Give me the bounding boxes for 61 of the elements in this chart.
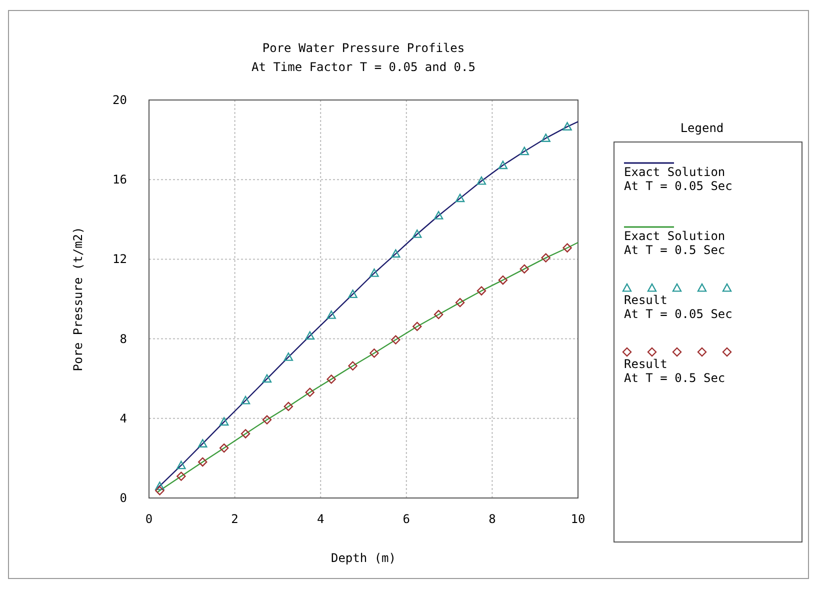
x-tick-label: 10 <box>570 512 586 526</box>
x-tick-label: 0 <box>145 512 153 526</box>
point <box>498 160 508 170</box>
chart-title: Pore Water Pressure Profiles <box>262 41 465 55</box>
y-tick-label: 20 <box>112 93 127 107</box>
point <box>434 310 444 320</box>
point <box>391 249 400 258</box>
point <box>284 352 294 361</box>
point <box>326 374 336 384</box>
point <box>391 335 400 344</box>
point <box>476 286 486 296</box>
legend-label: Result At T = 0.5 Sec <box>624 357 726 385</box>
point <box>326 310 336 319</box>
legend-label: Exact Solution At T = 0.05 Sec <box>624 165 732 193</box>
x-tick-label: 8 <box>488 512 496 526</box>
legend-label: Exact Solution At T = 0.5 Sec <box>624 229 726 257</box>
point <box>348 290 358 298</box>
point <box>305 331 314 340</box>
y-tick-label: 0 <box>120 491 127 505</box>
y-tick-label: 4 <box>120 411 127 426</box>
point <box>219 417 229 426</box>
point <box>219 443 229 453</box>
point <box>541 134 550 142</box>
legend-title: Legend <box>680 121 724 135</box>
point <box>198 457 208 467</box>
point <box>262 415 272 424</box>
point <box>434 211 444 220</box>
point <box>412 322 422 332</box>
point <box>498 275 508 285</box>
point <box>562 122 572 130</box>
point <box>240 429 250 438</box>
point <box>562 243 572 252</box>
x-tick-label: 2 <box>231 512 238 526</box>
point <box>520 264 529 274</box>
point <box>240 396 250 404</box>
point <box>155 482 164 490</box>
point <box>176 472 186 481</box>
chart-subtitle: At Time Factor T = 0.05 and 0.5 <box>252 60 476 74</box>
point <box>155 486 164 496</box>
point <box>520 146 529 156</box>
y-tick-label: 12 <box>112 252 127 266</box>
x-axis-title: Depth (m) <box>330 551 396 565</box>
y-tick-label: 8 <box>120 332 127 346</box>
y-axis-title: Pore Pressure (t/m2) <box>71 226 85 372</box>
point <box>198 439 208 448</box>
point <box>262 374 272 383</box>
point <box>455 298 465 308</box>
point <box>176 460 186 470</box>
point <box>370 268 379 277</box>
y-tick-label: 16 <box>112 172 127 187</box>
point <box>305 388 314 397</box>
legend-label: Result At T = 0.05 Sec <box>624 293 732 321</box>
point <box>476 176 486 185</box>
point <box>370 348 379 358</box>
x-tick-label: 6 <box>402 512 410 526</box>
point <box>455 194 465 202</box>
point <box>348 361 358 370</box>
point <box>412 230 422 238</box>
x-tick-label: 4 <box>316 512 324 526</box>
point <box>541 253 550 262</box>
point <box>284 402 294 412</box>
